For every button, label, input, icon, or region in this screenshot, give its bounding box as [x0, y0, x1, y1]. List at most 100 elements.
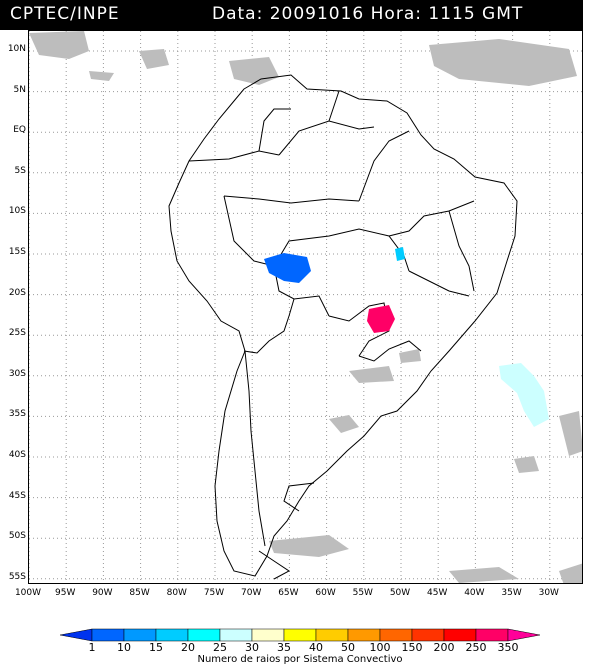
- colorbar-tick-label: 40: [309, 641, 323, 654]
- colorbar-segment: [379, 628, 413, 642]
- longitude-label: 65W: [278, 588, 299, 598]
- colorbar-segment: [315, 628, 349, 642]
- colorbar-tick-label: 150: [401, 641, 423, 654]
- cloud-patch: [29, 31, 89, 59]
- latitude-label: 30S: [8, 368, 26, 379]
- colorbar-tick-label: 10: [117, 641, 131, 654]
- cloud-patch: [229, 57, 279, 85]
- colorbar-segment: [411, 628, 445, 642]
- colorbar-segment: [507, 628, 540, 642]
- longitude-label: 55W: [352, 588, 373, 598]
- colorbar-segment: [443, 628, 477, 642]
- latitude-label: 40S: [8, 450, 26, 460]
- latitude-label: 25S: [8, 328, 26, 339]
- colorbar-segment: [91, 628, 125, 642]
- longitude-label: 75W: [203, 588, 225, 598]
- coastlines-and-borders: [168, 74, 518, 580]
- storm-cell-cyan: [395, 247, 405, 261]
- latitude-label: 50S: [8, 531, 26, 542]
- satellite-clouds: [29, 31, 582, 583]
- colorbar-segment: [347, 628, 381, 642]
- longitude-label: 40W: [464, 588, 485, 598]
- datetime-label: Data: 20091016 Hora: 1115 GMT: [212, 4, 524, 24]
- cloud-patch: [269, 535, 349, 557]
- border-line: [388, 200, 475, 237]
- border-line: [408, 270, 470, 297]
- border-line: [278, 120, 375, 156]
- longitude-label: 60W: [315, 588, 336, 598]
- latitude-label: EQ: [13, 125, 26, 136]
- cloud-patch: [139, 49, 169, 69]
- colorbar-tick-label: 15: [149, 641, 163, 654]
- border-line: [223, 195, 360, 204]
- latitude-label: 35S: [8, 409, 26, 420]
- longitude-label: 35W: [501, 588, 522, 598]
- convective-systems: [264, 247, 549, 427]
- latitude-label: 15S: [8, 247, 26, 257]
- longitude-label: 95W: [55, 588, 76, 598]
- longitude-label: 100W: [14, 588, 42, 598]
- storm-cell-light-cyan: [499, 363, 549, 427]
- latitude-label: 5N: [13, 84, 26, 95]
- colorbar-segment: [60, 628, 93, 642]
- latitude-label: 20S: [8, 287, 26, 298]
- colorbar-tick-label: 30: [245, 641, 259, 654]
- longitude-label: 85W: [129, 588, 150, 598]
- colorbar-tick-label: 350: [497, 641, 519, 654]
- border-line: [358, 340, 422, 362]
- continent-outline: [168, 74, 518, 577]
- border-line: [244, 350, 266, 547]
- storm-cell-magenta: [367, 305, 395, 333]
- storm-cell-blue: [264, 253, 311, 283]
- cloud-patch: [559, 563, 582, 583]
- colorbar-title: Numero de raios por Sistema Convectivo: [197, 654, 403, 665]
- colorbar-segment: [155, 628, 189, 642]
- longitude-label: 70W: [241, 588, 262, 598]
- south-america-map: [29, 31, 582, 583]
- border-line: [328, 90, 340, 122]
- cloud-patch: [399, 349, 421, 363]
- cloud-patch: [559, 411, 582, 456]
- border-line: [258, 108, 291, 152]
- colorbar-segment: [475, 628, 509, 642]
- grid-lines: [29, 31, 582, 583]
- latitude-label: 55S: [8, 571, 26, 582]
- source-label: CPTEC/INPE: [10, 4, 120, 24]
- colorbar-segment: [187, 628, 221, 642]
- latitude-label: 45S: [8, 490, 26, 501]
- colorbar-tick-label: 25: [213, 641, 227, 654]
- cloud-patch: [349, 366, 394, 383]
- map-panel: [28, 30, 583, 584]
- cloud-patch: [514, 456, 539, 473]
- latitude-label: 10S: [8, 206, 26, 217]
- colorbar-tick-label: 100: [369, 641, 391, 654]
- cloud-patch: [449, 567, 519, 583]
- colorbar-tick-label: 200: [433, 641, 455, 654]
- longitude-label: 50W: [389, 588, 411, 598]
- latitude-label: 10N: [7, 44, 26, 54]
- longitude-label: 45W: [427, 588, 448, 598]
- colorbar-segment: [283, 628, 317, 642]
- map-header: CPTEC/INPE Data: 20091016 Hora: 1115 GMT: [0, 0, 583, 30]
- border-line: [243, 298, 295, 354]
- cloud-patch: [429, 39, 577, 86]
- coast-detail: [258, 550, 290, 580]
- longitude-label: 90W: [92, 588, 113, 598]
- border-line: [448, 210, 475, 292]
- cloud-patch: [329, 415, 359, 433]
- border-line: [328, 302, 390, 357]
- colorbar-tick-label: 250: [465, 641, 487, 654]
- colorbar-tick-label: 35: [277, 641, 291, 654]
- colorbar-segment: [123, 628, 157, 642]
- colorbar-tick-label: 20: [181, 641, 195, 654]
- colorbar-segment: [251, 628, 285, 642]
- latitude-label: 5S: [14, 165, 26, 176]
- border-line: [188, 150, 280, 162]
- border-line: [358, 130, 410, 202]
- coast-detail: [283, 482, 315, 512]
- longitude-label: 30W: [538, 588, 559, 598]
- border-line: [223, 195, 275, 267]
- colorbar-segment: [219, 628, 253, 642]
- lightning-colorbar: [60, 628, 540, 642]
- colorbar-tick-label: 50: [341, 641, 355, 654]
